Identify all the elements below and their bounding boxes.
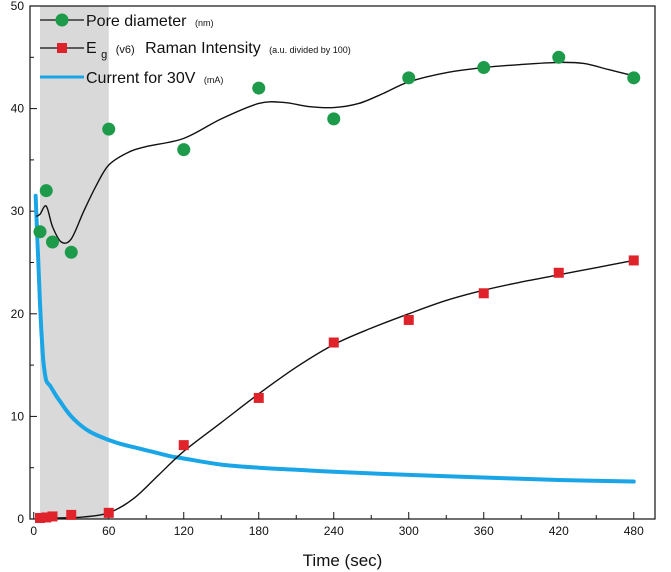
- point-pore-diameter: [327, 112, 341, 126]
- point-pore-diameter: [252, 81, 266, 95]
- y-tick-label: 40: [11, 102, 25, 116]
- point-raman-intensity: [628, 255, 639, 266]
- point-raman-intensity: [253, 392, 264, 403]
- point-raman-intensity: [103, 507, 114, 518]
- legend-label-raman-mode: (v6): [116, 44, 135, 56]
- x-tick-label: 300: [399, 524, 419, 538]
- x-tick-label: 0: [30, 524, 37, 538]
- x-axis-title: Time (sec): [303, 551, 383, 570]
- legend-label-current-name: Current for 30V: [86, 70, 196, 87]
- point-raman-intensity: [478, 288, 489, 299]
- point-raman-intensity: [178, 440, 189, 451]
- point-raman-intensity: [328, 337, 339, 348]
- point-raman-intensity: [41, 512, 52, 523]
- legend-label-current-unit: (mA): [204, 75, 224, 85]
- x-tick-label: 180: [249, 524, 269, 538]
- legend-label-pore: Pore diameter (nm): [86, 13, 213, 30]
- series-line-current: [33, 193, 636, 484]
- legend-marker-pore: [55, 13, 69, 27]
- point-raman-intensity: [66, 509, 77, 520]
- series-line-pore: [35, 61, 634, 244]
- legend-label-raman-rest: Raman Intensity: [145, 40, 261, 57]
- point-pore-diameter: [39, 184, 53, 198]
- x-tick-label: 360: [474, 524, 494, 538]
- point-pore-diameter: [627, 71, 641, 85]
- series-group: [33, 50, 641, 523]
- legend-marker-raman: [57, 43, 67, 53]
- legend-label-pore-unit: (nm): [195, 18, 214, 28]
- legend-label-raman: E g (v6) Raman Intensity (a.u. divided b…: [86, 40, 351, 62]
- y-axis-ticks: 0 10 20 30 40 50: [11, 0, 37, 526]
- y-tick-label: 30: [11, 204, 25, 218]
- point-pore-diameter: [102, 122, 116, 136]
- point-pore-diameter: [552, 50, 566, 64]
- point-pore-diameter: [477, 61, 491, 75]
- y-tick-label: 50: [11, 0, 25, 13]
- y-tick-label: 10: [11, 409, 25, 423]
- legend-label-raman-e: E: [86, 40, 97, 57]
- legend-label-pore-name: Pore diameter: [86, 13, 187, 30]
- y-tick-label: 20: [11, 307, 25, 321]
- point-pore-diameter: [64, 245, 78, 259]
- point-raman-intensity: [35, 512, 45, 523]
- point-raman-intensity: [403, 314, 414, 325]
- point-raman-intensity: [47, 511, 58, 522]
- point-pore-diameter: [46, 235, 59, 249]
- legend-label-raman-sub: g: [101, 49, 107, 61]
- x-tick-label: 480: [624, 524, 644, 538]
- point-pore-diameter: [402, 71, 416, 85]
- point-pore-diameter: [33, 225, 47, 239]
- x-axis-ticks: 0 60 120 180 240 300 360 420 480: [30, 512, 644, 538]
- legend: Pore diameter (nm) E g (v6) Raman Intens…: [40, 13, 351, 87]
- legend-label-raman-unit: (a.u. divided by 100): [269, 45, 351, 55]
- legend-label-current: Current for 30V (mA): [86, 70, 223, 87]
- x-tick-label: 240: [324, 524, 344, 538]
- x-tick-label: 120: [174, 524, 194, 538]
- point-raman-intensity: [553, 267, 564, 278]
- x-tick-label: 420: [549, 524, 569, 538]
- x-tick-label: 60: [102, 524, 116, 538]
- point-pore-diameter: [177, 143, 191, 157]
- y-tick-label: 0: [17, 512, 24, 526]
